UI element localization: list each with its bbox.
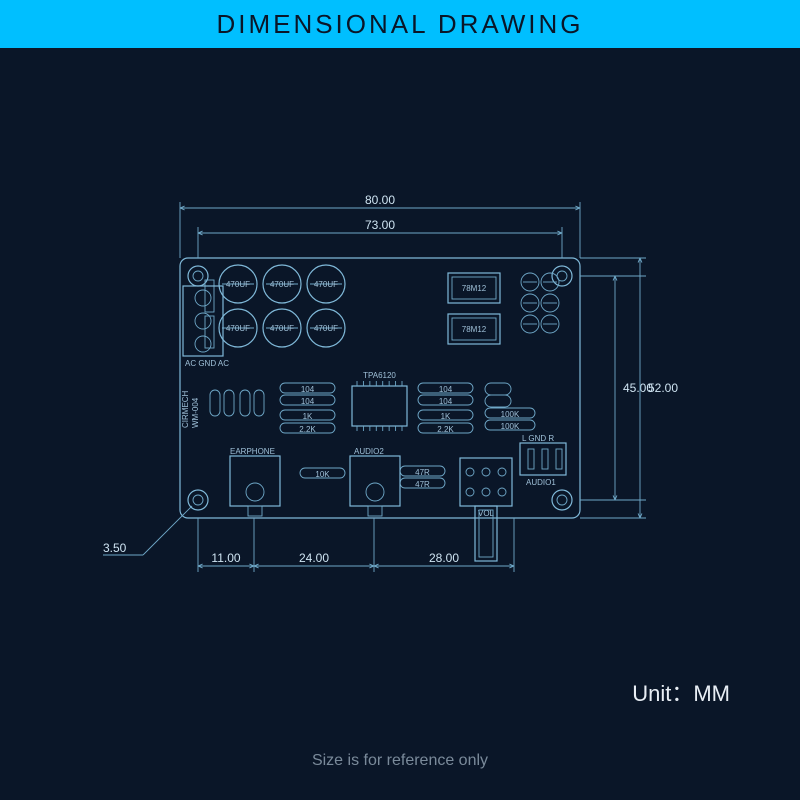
- unit-label: Unit：MM: [632, 676, 730, 708]
- svg-text:470UF: 470UF: [270, 280, 294, 289]
- drawing-stage: 80.0073.0045.0052.003.5011.0024.0028.004…: [0, 48, 800, 800]
- svg-text:100K: 100K: [501, 410, 520, 419]
- svg-text:2.2K: 2.2K: [299, 425, 316, 434]
- svg-text:470UF: 470UF: [270, 324, 294, 333]
- footer-note: Size is for reference only: [0, 752, 800, 770]
- svg-text:470UF: 470UF: [314, 324, 338, 333]
- svg-text:470UF: 470UF: [226, 280, 250, 289]
- banner: DIMENSIONAL DRAWING: [0, 0, 800, 48]
- svg-text:L GND R: L GND R: [522, 434, 554, 443]
- svg-text:104: 104: [301, 397, 315, 406]
- svg-text:470UF: 470UF: [314, 280, 338, 289]
- svg-text:1K: 1K: [303, 412, 313, 421]
- svg-text:EARPHONE: EARPHONE: [230, 447, 275, 456]
- svg-text:47R: 47R: [415, 480, 430, 489]
- svg-text:WM-004: WM-004: [191, 397, 200, 428]
- svg-text:47R: 47R: [415, 468, 430, 477]
- svg-text:104: 104: [439, 385, 453, 394]
- svg-text:80.00: 80.00: [365, 193, 395, 207]
- svg-text:73.00: 73.00: [365, 218, 395, 232]
- svg-text:2.2K: 2.2K: [437, 425, 454, 434]
- svg-text:AUDIO1: AUDIO1: [526, 478, 556, 487]
- svg-text:78M12: 78M12: [462, 284, 487, 293]
- svg-text:52.00: 52.00: [648, 381, 678, 395]
- svg-text:104: 104: [301, 385, 315, 394]
- svg-text:AC GND AC: AC GND AC: [185, 359, 229, 368]
- svg-text:24.00: 24.00: [299, 551, 329, 565]
- svg-text:CIRMECH: CIRMECH: [181, 390, 190, 428]
- svg-text:470UF: 470UF: [226, 324, 250, 333]
- svg-text:11.00: 11.00: [211, 551, 240, 565]
- svg-text:100K: 100K: [501, 422, 520, 431]
- svg-text:TPA6120: TPA6120: [363, 371, 396, 380]
- svg-text:104: 104: [439, 397, 453, 406]
- svg-text:3.50: 3.50: [103, 541, 127, 555]
- banner-title: DIMENSIONAL DRAWING: [216, 9, 583, 40]
- svg-text:28.00: 28.00: [429, 551, 459, 565]
- svg-text:1K: 1K: [441, 412, 451, 421]
- svg-text:10K: 10K: [315, 470, 330, 479]
- svg-text:78M12: 78M12: [462, 325, 487, 334]
- svg-text:AUDIO2: AUDIO2: [354, 447, 384, 456]
